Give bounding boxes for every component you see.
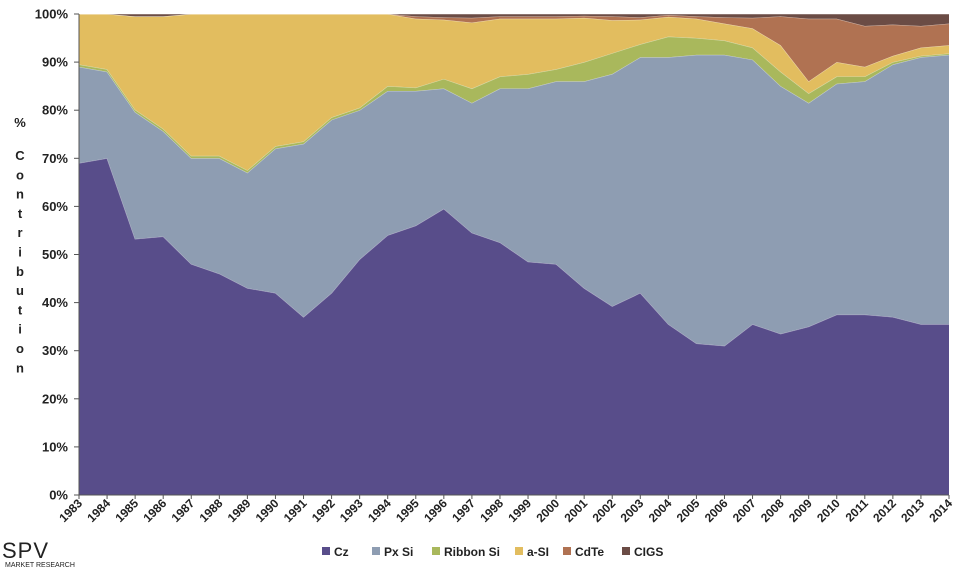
y-tick-label: 60% [42,199,68,214]
legend-swatch-cdte [563,547,571,555]
legend-label-ribbon-si: Ribbon Si [444,545,500,559]
area-series-px-si [79,54,949,346]
legend-swatch-ribbon-si [432,547,440,555]
x-tick-label: 1994 [365,496,394,525]
y-tick-label: 30% [42,343,68,358]
x-tick-label: 2013 [898,496,927,525]
legend-label-cz: Cz [334,545,349,559]
y-tick-labels: 0% 10% 20% 30% 40% 50% 60% 70% 80% 90% 100% [35,7,69,503]
x-tick-label: 1988 [197,496,226,525]
x-tick-label: 1998 [477,496,506,525]
y-axis-label-char: r [17,225,22,240]
y-tick-label: 90% [42,55,68,70]
x-tick-label: 2005 [674,496,703,525]
legend: Cz Px Si Ribbon Si a-SI CdTe CIGS [322,545,663,559]
x-tick-label: 2004 [646,496,675,525]
x-tick-label: 1986 [141,496,170,525]
y-tick-label: 80% [42,103,68,118]
y-tick-label: 20% [42,391,68,406]
x-tick-label: 2011 [843,496,872,525]
y-axis-label-char: o [16,167,24,182]
x-tick-label: 2012 [870,496,899,525]
logo-text: SPV [2,538,49,563]
legend-label-px-si: Px Si [384,545,413,559]
legend-label-a-si: a-SI [527,545,549,559]
y-tick-label: 0% [49,488,68,503]
x-tick-label: 2002 [590,496,619,525]
y-axis-label: %C o n t r i b u t i o n [14,115,26,375]
x-tick-label: 2010 [814,496,843,525]
x-tick-label: 1985 [112,496,141,525]
area-boundary-ribbon-si [78,36,950,171]
axes-layer [74,13,950,499]
y-tick-label: 70% [42,151,68,166]
x-tick-label: 2008 [758,496,787,525]
legend-swatch-cigs [622,547,630,555]
y-tick-label: 50% [42,247,68,262]
y-axis-label-char: C [15,148,25,163]
area-series-a-si [79,14,949,171]
y-tick-label: 40% [42,295,68,310]
y-axis-label-char: i [18,245,22,260]
y-axis-label-symbol: % [14,115,26,130]
area-series-cigs [79,14,949,27]
x-tick-labels: 1983 1984 1985 1986 1987 1988 1989 1990 1991 1992… [56,496,955,525]
x-tick-label: 2000 [533,496,562,525]
y-axis-label-char: b [16,264,24,279]
x-tick-label: 1997 [449,496,478,525]
x-tick-label: 2006 [702,496,731,525]
y-axis-label-char: n [16,187,24,202]
logo-subtext: MARKET RESEARCH [5,562,75,569]
x-tick-label: 1989 [225,496,254,525]
y-axis-label-char: t [18,302,23,317]
x-tick-label: 1987 [169,496,198,525]
x-tick-label: 1991 [281,496,310,525]
y-axis-label-char: n [16,360,24,375]
legend-label-cigs: CIGS [634,545,663,559]
legend-swatch-px-si [372,547,380,555]
y-tick-label: 100% [35,7,69,22]
legend-swatch-a-si [515,547,523,555]
x-tick-label: 1993 [337,496,366,525]
x-tick-label: 1984 [84,496,113,525]
y-axis-label-char: o [16,341,24,356]
x-tick-label: 1999 [505,496,534,525]
x-tick-label: 2003 [618,496,647,525]
y-axis-label-char: u [16,283,24,298]
x-tick-label: 1992 [309,496,338,525]
x-tick-label: 1995 [393,496,422,525]
x-tick-label: 2014 [926,496,955,525]
area-series-cz [79,158,949,496]
x-tick-label: 2009 [786,496,815,525]
area-layer [78,13,950,496]
x-tick-label: 2007 [730,496,759,525]
legend-swatch-cz [322,547,330,555]
y-tick-label: 10% [42,439,68,454]
x-tick-label: 1996 [421,496,450,525]
y-axis-label-char: t [18,206,23,221]
x-tick-label: 2001 [562,496,591,525]
y-axis-label-char: i [18,322,22,337]
spv-logo: SPV MARKET RESEARCH [2,538,75,569]
x-tick-label: 1990 [253,496,282,525]
legend-label-cdte: CdTe [575,545,604,559]
logo-emblem-line [57,540,67,556]
